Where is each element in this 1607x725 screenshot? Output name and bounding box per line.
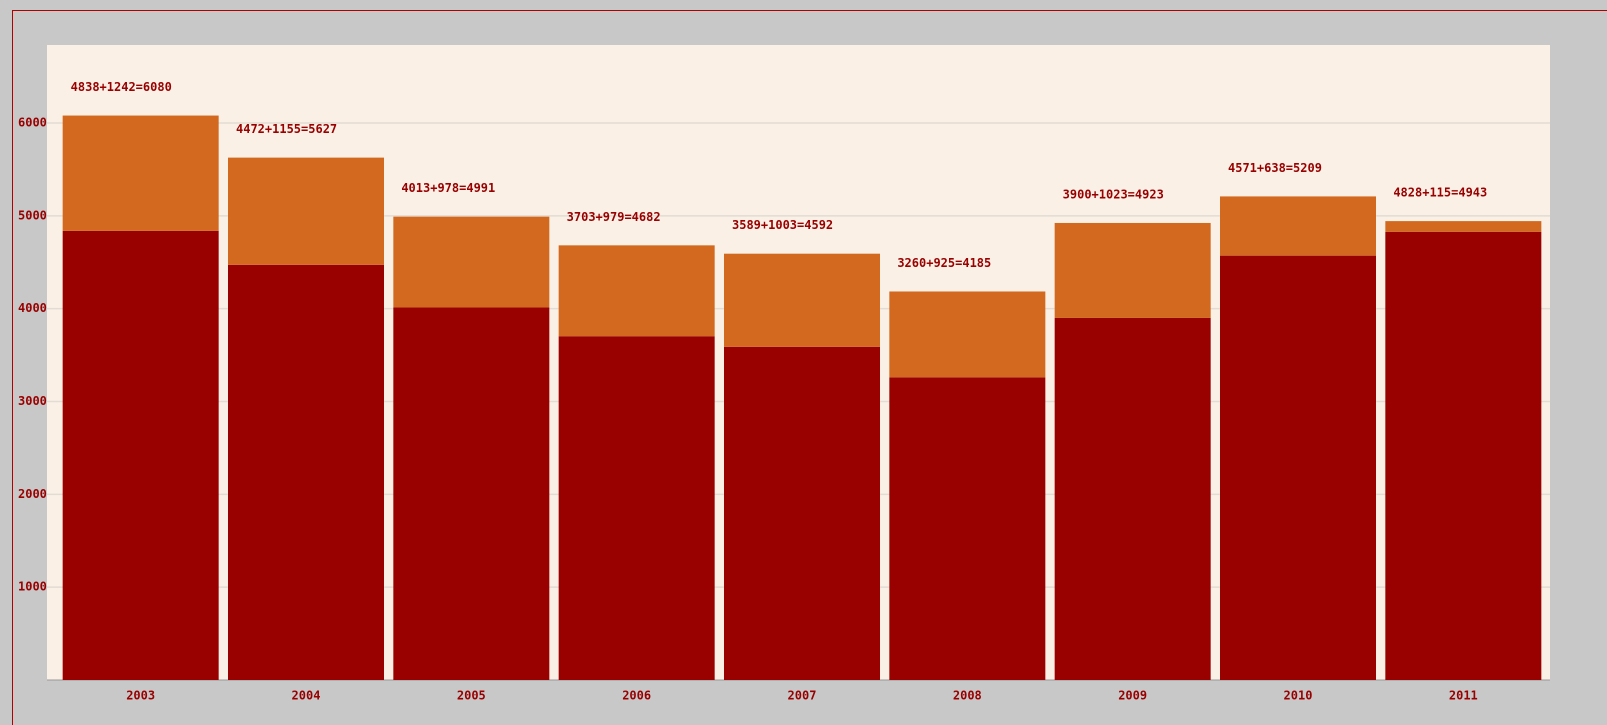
bar-segment xyxy=(228,264,384,680)
bar-segment xyxy=(62,115,219,231)
bar-segment xyxy=(724,346,880,680)
bar-segment xyxy=(1054,222,1211,318)
bar-label: 4571+638=5209 xyxy=(1228,161,1322,175)
bar-segment xyxy=(724,253,880,347)
bar-label: 3589+1003=4592 xyxy=(732,218,833,232)
y-tick-label: 1000 xyxy=(18,580,47,594)
frame xyxy=(12,10,1607,725)
x-tick-label: 2008 xyxy=(953,689,982,703)
bar-label: 4828+115=4943 xyxy=(1393,186,1487,200)
y-tick-label: 3000 xyxy=(18,394,47,408)
x-tick-label: 2003 xyxy=(126,689,155,703)
bar-label: 4838+1242=6080 xyxy=(71,80,172,94)
x-tick-label: 2011 xyxy=(1449,689,1478,703)
x-tick-label: 2007 xyxy=(788,689,817,703)
y-tick-label: 5000 xyxy=(18,208,47,222)
x-tick-label: 2006 xyxy=(622,689,651,703)
y-tick-label: 2000 xyxy=(18,487,47,501)
x-tick-label: 2010 xyxy=(1284,689,1313,703)
x-tick-label: 2009 xyxy=(1118,689,1147,703)
x-tick-label: 2005 xyxy=(457,689,486,703)
bar-segment xyxy=(558,336,715,680)
bar-segment xyxy=(1385,231,1542,680)
bar-label: 3900+1023=4923 xyxy=(1063,187,1164,201)
bar-label: 4472+1155=5627 xyxy=(236,122,337,136)
bar-segment xyxy=(889,291,1046,378)
bar-label: 4013+978=4991 xyxy=(401,181,495,195)
y-tick-label: 4000 xyxy=(18,301,47,315)
bar-segment xyxy=(393,216,550,308)
bar-segment xyxy=(558,245,715,337)
bar-label: 3260+925=4185 xyxy=(897,256,991,270)
bar-segment xyxy=(1385,221,1542,232)
bar-segment xyxy=(1220,196,1376,256)
bar-segment xyxy=(1054,317,1211,680)
bar-segment xyxy=(393,307,550,680)
bar-segment xyxy=(889,377,1046,680)
bar-segment xyxy=(62,230,219,680)
bar-segment xyxy=(228,157,384,265)
bar-segment xyxy=(1220,255,1376,681)
bar-label: 3703+979=4682 xyxy=(567,210,661,224)
x-tick-label: 2004 xyxy=(292,689,321,703)
y-tick-label: 6000 xyxy=(18,115,47,129)
